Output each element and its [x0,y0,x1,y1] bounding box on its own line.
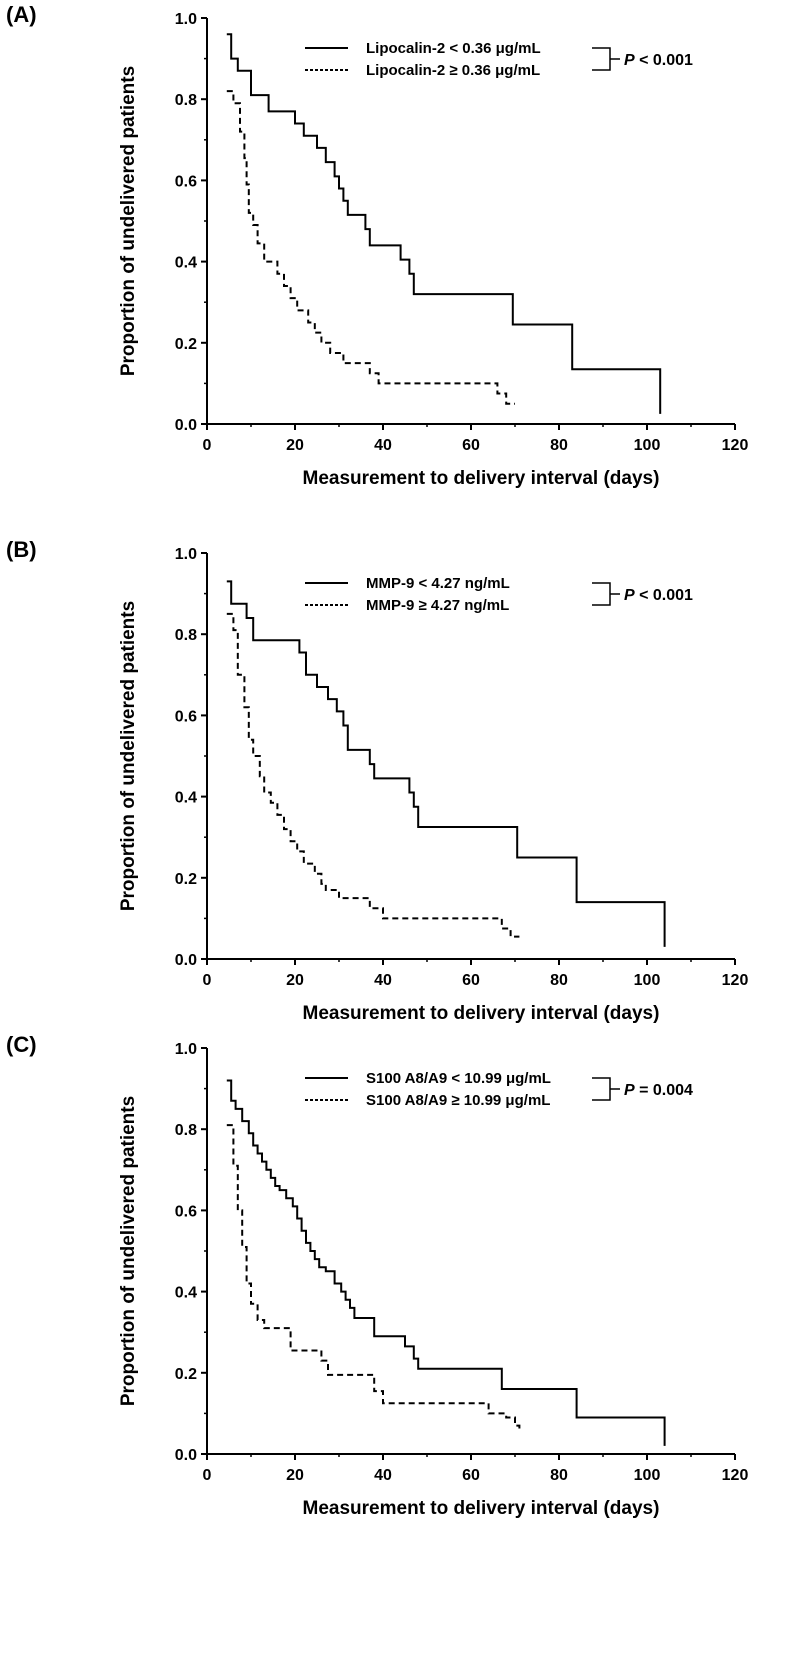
x-tick-label: 20 [286,1467,304,1484]
y-tick-label: 1.0 [175,546,197,563]
y-tick-label: 0.0 [175,952,197,969]
panel-label: (B) [6,537,37,562]
y-tick-label: 0.8 [175,92,197,109]
y-tick-label: 0.4 [175,1285,197,1302]
series-line-1 [226,580,666,947]
series-line-1 [226,33,662,414]
y-tick-label: 0.2 [175,1366,197,1383]
y-tick-label: 1.0 [175,11,197,28]
p-value-symbol: P [624,52,635,69]
y-tick-label: 0.4 [175,255,197,272]
panel-a: (A) 0.0 0.2 0.4 0.6 0.8 1.0 0 20 40 60 80 100 120 Meas… [6,2,748,489]
x-tick-label: 0 [203,437,212,454]
legend-label-1: MMP-9 < 4.27 ng/mL [366,575,510,592]
x-tick-label: 0 [203,1467,212,1484]
p-value: P < 0.001 [624,52,693,69]
y-axis-title: Proportion of undelivered patients [118,66,139,376]
x-tick-label: 60 [462,437,480,454]
y-axis-title: Proportion of undelivered patients [118,601,139,911]
y-tick-label: 0.0 [175,1447,197,1464]
y-tick-label: 0.8 [175,627,197,644]
p-value-symbol: P [624,587,635,604]
x-tick-label: 20 [286,437,304,454]
x-tick-label: 80 [550,1467,568,1484]
y-tick-label: 1.0 [175,1041,197,1058]
y-tick-label: 0.6 [175,1203,197,1220]
legend-label-2: S100 A8/A9 ≥ 10.99 μg/mL [366,1092,550,1109]
y-tick-label: 0.8 [175,1122,197,1139]
x-tick-label: 80 [550,437,568,454]
y-tick-label: 0.6 [175,173,197,190]
x-tick-label: 0 [203,972,212,989]
x-tick-label: 40 [374,972,392,989]
series-line-1 [226,1079,666,1446]
series-line-2 [226,1124,521,1432]
x-tick-label: 120 [722,1467,749,1484]
x-tick-label: 100 [634,972,661,989]
y-tick-label: 0.6 [175,708,197,725]
p-value-text: < 0.001 [635,587,693,604]
p-value: P = 0.004 [624,1082,693,1099]
x-tick-label: 100 [634,437,661,454]
p-value-text: = 0.004 [635,1082,693,1099]
p-bracket [592,47,611,71]
y-tick-label: 0.2 [175,871,197,888]
p-value-text: < 0.001 [635,52,693,69]
x-tick-label: 120 [722,972,749,989]
legend-label-1: Lipocalin-2 < 0.36 μg/mL [366,40,541,57]
x-axis-title: Measurement to delivery interval (days) [303,1498,660,1519]
panel-label: (C) [6,1032,37,1057]
y-axis-title: Proportion of undelivered patients [118,1096,139,1406]
y-tick-label: 0.2 [175,336,197,353]
series-line-2 [226,90,515,405]
y-tick-label: 0.4 [175,790,197,807]
panel-label: (A) [6,2,37,27]
x-tick-label: 100 [634,1467,661,1484]
p-bracket [592,582,611,606]
panel-b: (B) 0.0 0.2 0.4 0.6 0.8 1.0 0 20 40 60 80 100 120 Meas… [6,537,748,1024]
series-line-2 [226,612,520,938]
legend-label-2: Lipocalin-2 ≥ 0.36 μg/mL [366,62,540,79]
x-tick-label: 60 [462,972,480,989]
x-tick-label: 60 [462,1467,480,1484]
x-tick-label: 40 [374,437,392,454]
legend-label-2: MMP-9 ≥ 4.27 ng/mL [366,597,509,614]
legend-label-1: S100 A8/A9 < 10.99 μg/mL [366,1070,551,1087]
x-tick-label: 80 [550,972,568,989]
x-tick-label: 20 [286,972,304,989]
x-tick-label: 120 [722,437,749,454]
p-value: P < 0.001 [624,587,693,604]
x-axis-title: Measurement to delivery interval (days) [303,468,660,489]
x-tick-label: 40 [374,1467,392,1484]
y-tick-label: 0.0 [175,417,197,434]
x-axis-title: Measurement to delivery interval (days) [303,1003,660,1024]
panel-c: (C) 0.0 0.2 0.4 0.6 0.8 1.0 0 20 40 60 80 100 120 Meas… [6,1032,748,1519]
p-bracket [592,1077,611,1101]
p-value-symbol: P [624,1082,635,1099]
